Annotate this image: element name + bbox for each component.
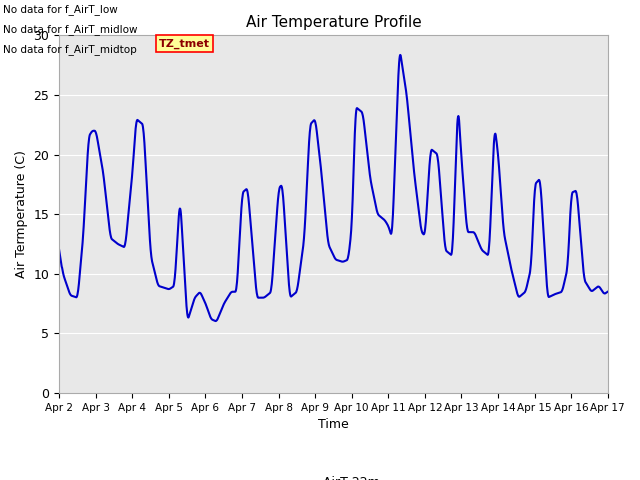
Legend: AirT 22m: AirT 22m	[282, 471, 384, 480]
Text: No data for f_AirT_low: No data for f_AirT_low	[3, 4, 118, 15]
Text: TZ_tmet: TZ_tmet	[159, 38, 210, 48]
X-axis label: Time: Time	[318, 419, 349, 432]
Text: No data for f_AirT_midtop: No data for f_AirT_midtop	[3, 44, 137, 55]
Y-axis label: Air Termperature (C): Air Termperature (C)	[15, 150, 28, 278]
Text: No data for f_AirT_midlow: No data for f_AirT_midlow	[3, 24, 138, 35]
Title: Air Temperature Profile: Air Temperature Profile	[246, 15, 421, 30]
